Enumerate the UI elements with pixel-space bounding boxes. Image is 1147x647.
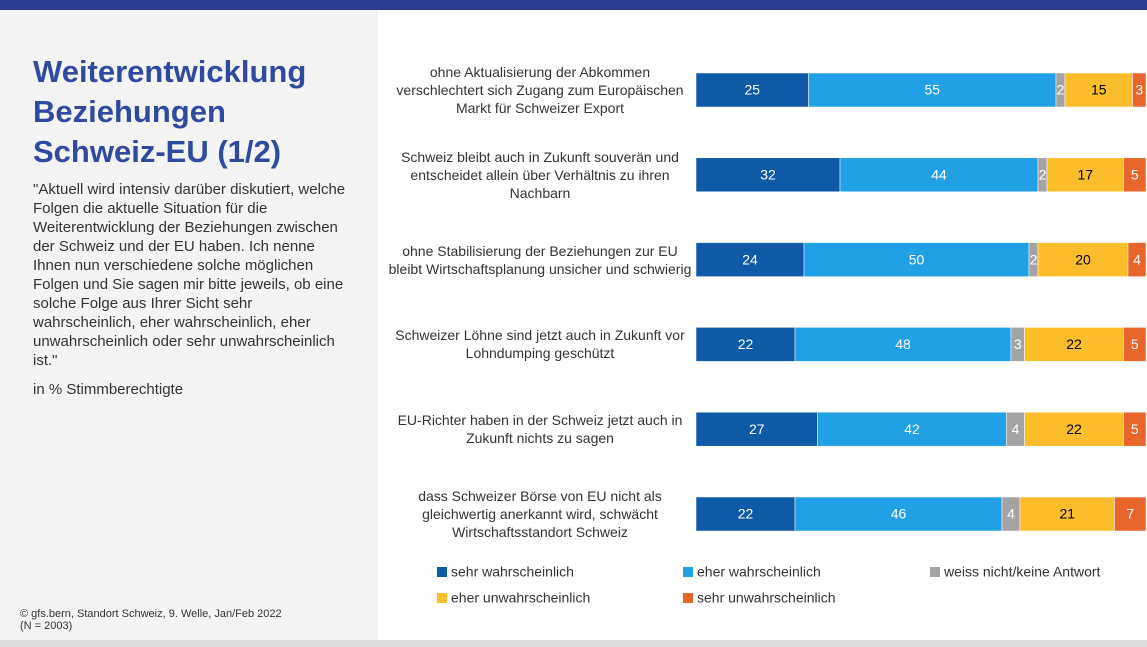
bar-segment — [1019, 496, 1115, 532]
category-label: Schweizer Löhne sind jetzt auch in Zukun… — [395, 327, 685, 362]
value-label: 22 — [1066, 336, 1082, 352]
bottom-band — [0, 640, 1147, 647]
bar-segment — [808, 72, 1057, 108]
legend-swatch — [930, 567, 940, 577]
bar-segment — [695, 157, 841, 193]
value-label: 44 — [931, 167, 947, 183]
bar-segment — [695, 496, 796, 532]
legend-swatch — [437, 593, 447, 603]
source-text: © gfs.bern, Standort Schweiz, 9. Welle, … — [20, 608, 282, 620]
value-label: 2 — [1030, 251, 1038, 267]
legend-label: sehr unwahrscheinlich — [697, 590, 836, 606]
bar-segment — [1123, 327, 1147, 362]
category-label: Schweiz bleibt auch in Zukunft souverän … — [401, 148, 679, 201]
value-label: 50 — [909, 251, 925, 267]
value-label: 7 — [1126, 506, 1134, 522]
value-label: 22 — [1066, 421, 1082, 437]
value-label: 4 — [1133, 251, 1141, 267]
value-label: 4 — [1007, 506, 1015, 522]
value-label: 2 — [1039, 167, 1047, 183]
value-label: 15 — [1091, 82, 1107, 98]
value-label: 32 — [760, 167, 776, 183]
top-band — [0, 0, 1147, 10]
value-label: 5 — [1131, 167, 1139, 183]
bar-segment — [839, 157, 1039, 193]
value-label: 25 — [744, 82, 760, 98]
value-label: 42 — [904, 421, 920, 437]
bar-segment — [803, 242, 1030, 277]
question: "Aktuell wird intensiv darüber diskutier… — [33, 181, 346, 369]
value-label: 17 — [1077, 167, 1093, 183]
legend-swatch — [437, 567, 447, 577]
source: © gfs.bern, Standort Schweiz, 9. Welle, … — [20, 608, 282, 632]
value-label: 24 — [742, 251, 758, 267]
legend-swatch — [683, 593, 693, 603]
value-label: 5 — [1131, 336, 1139, 352]
value-label: 20 — [1075, 251, 1091, 267]
unit-note: in % Stimmberechtigte — [33, 381, 184, 398]
legend-label: weiss nicht/keine Antwort — [943, 564, 1101, 580]
value-label: 2 — [1057, 82, 1065, 98]
value-label: 48 — [895, 336, 911, 352]
legend-label: sehr wahrscheinlich — [451, 564, 574, 580]
legend-swatch — [683, 567, 693, 577]
category-label: EU-Richter haben in der Schweiz jetzt au… — [397, 412, 683, 447]
value-label: 21 — [1059, 506, 1075, 522]
legend-label: eher unwahrscheinlich — [451, 590, 590, 606]
legend-label: eher wahrscheinlich — [697, 564, 821, 580]
category-label: ohne Aktualisierung der Abkommen verschl… — [396, 64, 684, 116]
sample-size: (N = 2003) — [20, 620, 73, 632]
bar-segment — [794, 327, 1012, 362]
bar-segment — [1114, 496, 1147, 532]
bar-segment — [1123, 157, 1147, 193]
bar-segment — [695, 327, 796, 362]
value-label: 3 — [1135, 82, 1143, 98]
bar-segment — [1037, 242, 1129, 277]
category-label: dass Schweizer Börse von EU nicht als gl… — [418, 488, 662, 540]
left-panel — [0, 10, 378, 640]
value-label: 46 — [891, 506, 907, 522]
value-label: 27 — [749, 421, 765, 437]
bar-segment — [1046, 157, 1124, 193]
value-label: 3 — [1014, 336, 1022, 352]
bar-segment — [1127, 242, 1147, 277]
bar-segment — [695, 242, 805, 277]
value-label: 55 — [924, 82, 940, 98]
category-label: ohne Stabilisierung der Beziehungen zur … — [388, 242, 692, 277]
value-label: 5 — [1131, 421, 1139, 437]
bar-segment — [1064, 72, 1133, 108]
bar-segment — [1123, 411, 1147, 447]
value-label: 4 — [1012, 421, 1020, 437]
bar-segment — [1132, 72, 1147, 108]
value-label: 22 — [738, 506, 754, 522]
title: Weiterentwicklung Beziehungen Schweiz-EU… — [33, 54, 307, 169]
value-label: 22 — [738, 336, 754, 352]
